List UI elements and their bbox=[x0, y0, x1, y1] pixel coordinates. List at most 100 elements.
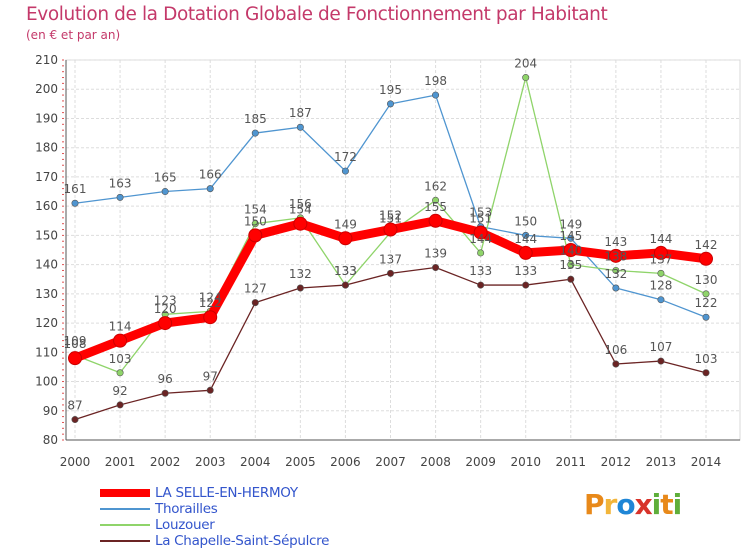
data-point bbox=[657, 296, 665, 304]
data-point bbox=[522, 231, 530, 239]
data-point bbox=[203, 310, 218, 325]
x-tick-label: 2004 bbox=[240, 455, 271, 469]
data-point bbox=[296, 284, 304, 292]
y-tick-label: 130 bbox=[35, 287, 58, 301]
legend-item-louzouer[interactable]: Louzouer bbox=[100, 517, 380, 533]
y-tick-label: 80 bbox=[43, 433, 58, 447]
data-point bbox=[428, 213, 443, 228]
data-point bbox=[341, 167, 349, 175]
data-label: 154 bbox=[244, 203, 267, 217]
data-label: 133 bbox=[334, 264, 357, 278]
data-label: 123 bbox=[154, 293, 177, 307]
data-point bbox=[473, 225, 488, 240]
data-point bbox=[657, 269, 665, 277]
data-point bbox=[702, 313, 710, 321]
data-label: 103 bbox=[695, 352, 718, 366]
data-label: 185 bbox=[244, 112, 267, 126]
legend-swatch-selle bbox=[100, 489, 150, 497]
data-label: 138 bbox=[604, 249, 627, 263]
data-point bbox=[341, 281, 349, 289]
x-tick-label: 2009 bbox=[465, 455, 496, 469]
x-tick-label: 2002 bbox=[150, 455, 181, 469]
data-point bbox=[386, 269, 394, 277]
data-point bbox=[296, 123, 304, 131]
data-point bbox=[432, 91, 440, 99]
y-tick-label: 210 bbox=[35, 53, 58, 67]
data-label: 127 bbox=[244, 282, 267, 296]
data-label: 132 bbox=[604, 267, 627, 281]
data-point bbox=[251, 299, 259, 307]
data-point bbox=[567, 234, 575, 242]
data-point bbox=[116, 401, 124, 409]
data-point bbox=[206, 185, 214, 193]
data-label: 195 bbox=[379, 83, 402, 97]
data-label: 143 bbox=[604, 235, 627, 249]
x-tick-label: 2010 bbox=[510, 455, 541, 469]
legend: LA SELLE-EN-HERMOY Thorailles Louzouer L… bbox=[100, 485, 380, 549]
data-label: 144 bbox=[514, 232, 537, 246]
y-tick-label: 200 bbox=[35, 82, 58, 96]
logo-letter: P bbox=[584, 488, 605, 521]
data-label: 162 bbox=[424, 179, 447, 193]
x-tick-label: 2013 bbox=[646, 455, 677, 469]
data-label: 154 bbox=[289, 203, 312, 217]
data-point bbox=[653, 245, 668, 260]
legend-swatch-thorailles bbox=[100, 508, 150, 510]
logo-letter: i bbox=[651, 488, 662, 521]
series-1 bbox=[71, 91, 710, 321]
logo-letter: i bbox=[672, 488, 683, 521]
data-point bbox=[116, 193, 124, 201]
legend-item-thorailles[interactable]: Thorailles bbox=[100, 501, 380, 517]
data-label: 122 bbox=[695, 296, 718, 310]
series-3 bbox=[71, 264, 710, 424]
data-label: 96 bbox=[158, 372, 173, 386]
data-label: 106 bbox=[604, 343, 627, 357]
data-label: 124 bbox=[199, 290, 222, 304]
data-point bbox=[563, 243, 578, 257]
y-tick-label: 140 bbox=[35, 258, 58, 272]
data-label: 122 bbox=[199, 296, 222, 310]
data-point bbox=[71, 199, 79, 207]
x-tick-label: 2001 bbox=[105, 455, 136, 469]
data-label: 114 bbox=[109, 320, 132, 334]
data-label: 145 bbox=[559, 229, 582, 243]
data-point bbox=[386, 100, 394, 108]
data-label: 156 bbox=[289, 197, 312, 211]
x-tick-label: 2000 bbox=[60, 455, 91, 469]
data-label: 128 bbox=[649, 279, 672, 293]
data-label: 108 bbox=[64, 337, 87, 351]
data-label: 161 bbox=[64, 182, 87, 196]
legend-item-selle[interactable]: LA SELLE-EN-HERMOY bbox=[100, 485, 380, 501]
y-tick-label: 100 bbox=[35, 375, 58, 389]
data-label: 152 bbox=[379, 209, 402, 223]
legend-label-thorailles: Thorailles bbox=[155, 501, 218, 517]
data-label: 150 bbox=[514, 214, 537, 228]
data-label: 198 bbox=[424, 74, 447, 88]
data-point bbox=[657, 357, 665, 365]
plot-area bbox=[65, 59, 741, 441]
y-tick-label: 120 bbox=[35, 316, 58, 330]
data-point bbox=[612, 266, 620, 274]
data-point bbox=[206, 386, 214, 394]
data-label: 109 bbox=[64, 334, 87, 348]
data-label: 142 bbox=[695, 238, 718, 252]
logo-letter: o bbox=[616, 488, 635, 521]
data-label: 87 bbox=[67, 399, 82, 413]
data-point bbox=[158, 316, 173, 331]
data-label: 133 bbox=[334, 264, 357, 278]
legend-item-chapelle[interactable]: La Chapelle-Saint-Sépulcre bbox=[100, 533, 380, 549]
data-point bbox=[251, 220, 259, 228]
data-label: 149 bbox=[334, 217, 357, 231]
y-tick-label: 160 bbox=[35, 199, 58, 213]
data-point bbox=[432, 196, 440, 204]
legend-label-selle: LA SELLE-EN-HERMOY bbox=[155, 485, 298, 501]
data-point bbox=[113, 333, 128, 348]
logo-letter: t bbox=[660, 488, 673, 521]
data-point bbox=[116, 369, 124, 377]
data-point bbox=[702, 369, 710, 377]
legend-label-chapelle: La Chapelle-Saint-Sépulcre bbox=[155, 533, 330, 549]
data-label: 149 bbox=[559, 217, 582, 231]
x-tick-label: 2006 bbox=[330, 455, 361, 469]
